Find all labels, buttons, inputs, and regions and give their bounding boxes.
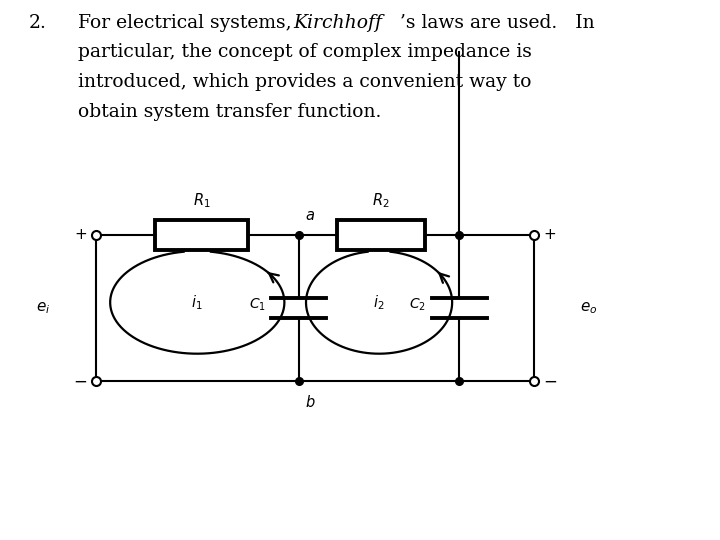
Text: introduced, which provides a convenient way to: introduced, which provides a convenient … — [78, 73, 531, 91]
Text: $R_1$: $R_1$ — [193, 192, 210, 211]
Text: $-$: $-$ — [543, 372, 557, 389]
Text: $e_i$: $e_i$ — [36, 300, 50, 316]
Text: $C_1$: $C_1$ — [248, 297, 266, 313]
Text: $C_2$: $C_2$ — [410, 297, 426, 313]
Text: ’s laws are used.   In: ’s laws are used. In — [400, 14, 594, 31]
Bar — [337, 220, 425, 249]
Text: $a$: $a$ — [305, 209, 315, 223]
Text: obtain system transfer function.: obtain system transfer function. — [78, 103, 381, 120]
Text: $i_2$: $i_2$ — [374, 293, 384, 312]
Text: Kirchhoff: Kirchhoff — [294, 14, 383, 31]
Text: particular, the concept of complex impedance is: particular, the concept of complex imped… — [78, 43, 531, 61]
Text: $R_2$: $R_2$ — [372, 192, 390, 211]
Text: $+$: $+$ — [74, 228, 87, 242]
Text: $i_1$: $i_1$ — [192, 293, 203, 312]
Text: For electrical systems,: For electrical systems, — [78, 14, 297, 31]
Text: $b$: $b$ — [305, 394, 315, 410]
Text: $-$: $-$ — [73, 372, 87, 389]
Bar — [155, 220, 248, 249]
Text: $e_o$: $e_o$ — [580, 300, 597, 316]
Text: 2.: 2. — [29, 14, 47, 31]
Text: $+$: $+$ — [543, 228, 556, 242]
